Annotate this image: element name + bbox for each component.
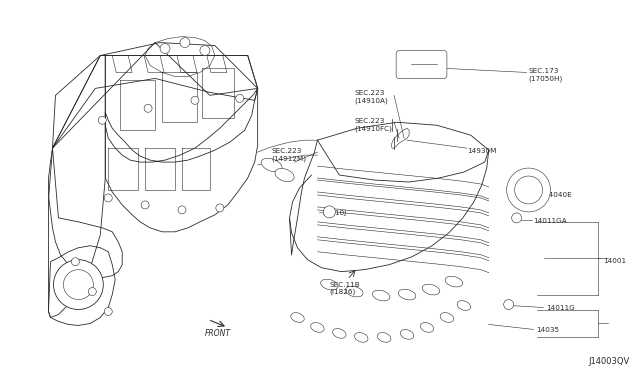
Circle shape	[511, 213, 522, 223]
Text: SEC.223
(14910A): SEC.223 (14910A)	[355, 90, 388, 104]
Polygon shape	[105, 55, 258, 232]
Ellipse shape	[261, 158, 282, 172]
Circle shape	[88, 288, 96, 296]
Circle shape	[216, 204, 224, 212]
Circle shape	[178, 206, 186, 214]
Ellipse shape	[445, 276, 463, 287]
Polygon shape	[317, 122, 489, 182]
Ellipse shape	[346, 286, 363, 297]
FancyBboxPatch shape	[396, 51, 447, 78]
Ellipse shape	[401, 330, 414, 339]
Ellipse shape	[378, 333, 391, 342]
Polygon shape	[49, 55, 105, 317]
Circle shape	[507, 168, 550, 212]
Ellipse shape	[372, 290, 390, 301]
Ellipse shape	[420, 323, 434, 332]
Ellipse shape	[291, 312, 304, 322]
Ellipse shape	[398, 289, 416, 300]
Circle shape	[191, 96, 199, 104]
Text: SEC.223
(14912M): SEC.223 (14912M)	[271, 148, 307, 162]
Text: SEC.223
(14910FC): SEC.223 (14910FC)	[355, 118, 392, 132]
Text: 14001: 14001	[604, 258, 627, 264]
Circle shape	[236, 94, 244, 102]
Ellipse shape	[310, 323, 324, 332]
Circle shape	[144, 104, 152, 112]
Ellipse shape	[355, 333, 368, 342]
Circle shape	[141, 201, 149, 209]
Ellipse shape	[275, 169, 294, 182]
Text: 14010J: 14010J	[321, 210, 347, 216]
Circle shape	[54, 260, 103, 310]
Circle shape	[160, 44, 170, 54]
Circle shape	[515, 176, 543, 204]
Text: 14011GA: 14011GA	[534, 218, 567, 224]
Circle shape	[104, 308, 112, 315]
Text: 14040E: 14040E	[545, 192, 572, 198]
Text: 14035: 14035	[536, 327, 560, 333]
Text: SEC.173
(17050H): SEC.173 (17050H)	[529, 68, 563, 82]
Polygon shape	[52, 42, 258, 148]
Ellipse shape	[457, 301, 470, 310]
Ellipse shape	[440, 312, 454, 322]
Circle shape	[72, 258, 79, 266]
Circle shape	[99, 116, 106, 124]
Ellipse shape	[333, 328, 346, 338]
Circle shape	[323, 206, 335, 218]
Text: SEC.11B
(I1826): SEC.11B (I1826)	[330, 282, 360, 295]
Ellipse shape	[321, 279, 338, 290]
Circle shape	[180, 38, 190, 48]
Text: SEC.173
(17050F): SEC.173 (17050F)	[413, 58, 445, 72]
Circle shape	[63, 270, 93, 299]
Circle shape	[504, 299, 514, 310]
Text: FRONT: FRONT	[205, 330, 231, 339]
Polygon shape	[289, 140, 489, 272]
Circle shape	[200, 45, 210, 55]
Text: 14930M: 14930M	[467, 148, 496, 154]
Text: 14011G: 14011G	[547, 305, 575, 311]
Ellipse shape	[422, 284, 440, 295]
Text: J14003QV: J14003QV	[588, 357, 630, 366]
Circle shape	[104, 194, 112, 202]
